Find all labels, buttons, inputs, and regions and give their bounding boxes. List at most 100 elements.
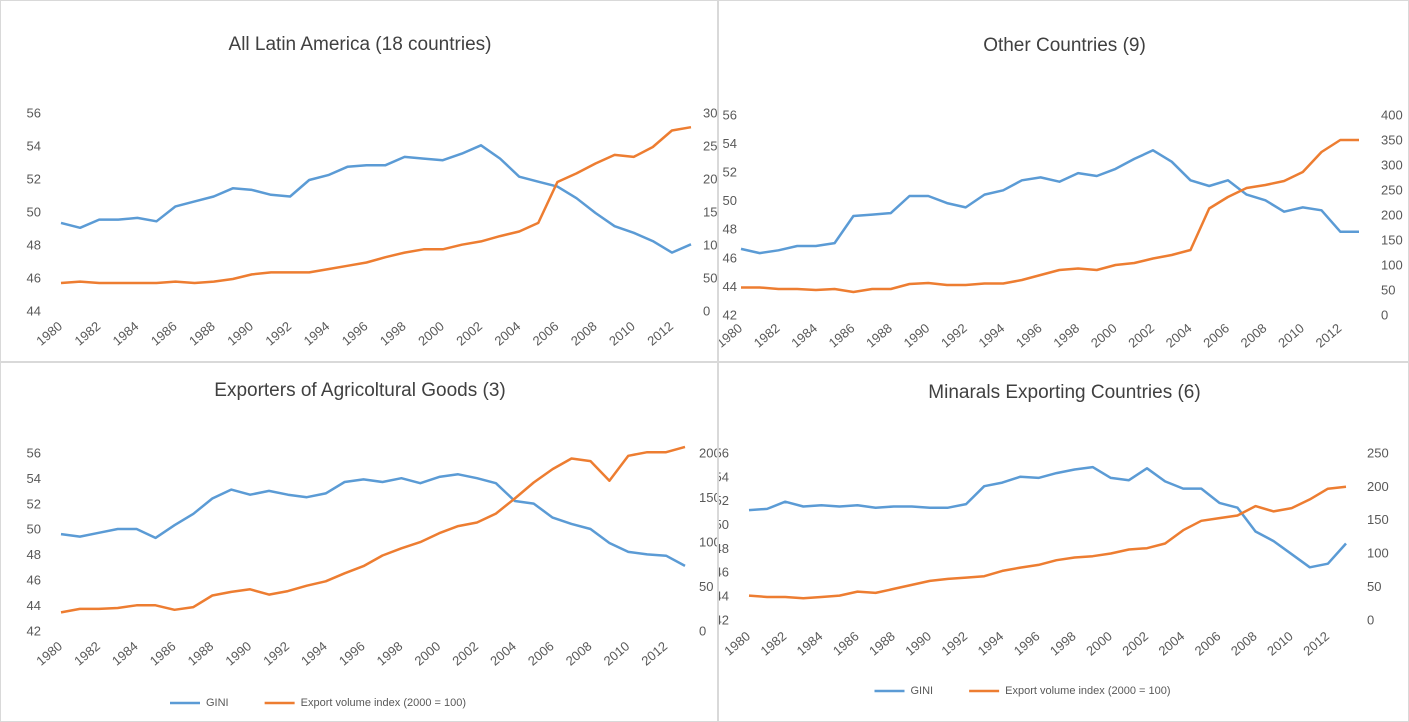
chart-title: All Latin America (18 countries) (229, 34, 492, 55)
x-tick-label: 2010 (1264, 628, 1296, 658)
x-tick-label: 1996 (1013, 320, 1045, 350)
x-tick-label: 2008 (563, 638, 595, 668)
x-tick-label: 1994 (975, 628, 1007, 658)
x-tick-label: 2004 (1156, 628, 1188, 658)
x-tick-label: 2012 (644, 318, 676, 348)
x-tick-label: 2010 (606, 318, 638, 348)
y-tick-label: 54 (723, 136, 737, 151)
chart: Exporters of Agricoltural Goods (3) 42 44 4… (27, 380, 718, 709)
y-tick-label: 46 (27, 573, 41, 588)
y2-tick-label: 200 (703, 171, 718, 186)
y-tick-label: 46 (719, 565, 729, 580)
x-tick-label: 2002 (449, 638, 481, 668)
x-tick-label: 1986 (826, 320, 858, 350)
y2-tick-label: 300 (1381, 157, 1403, 172)
x-tick-label: 2000 (415, 318, 447, 348)
x-tick-label: 1994 (298, 638, 330, 668)
legend-text: Export volume index (2000 = 100) (1005, 685, 1170, 697)
y-tick-label: 52 (27, 171, 41, 186)
x-tick-label: 1982 (758, 628, 790, 658)
y-tick-label: 50 (27, 204, 41, 219)
y2-tick-label: 0 (703, 303, 710, 318)
x-tick-label: 1988 (863, 320, 895, 350)
y2-tick-label: 50 (703, 270, 717, 285)
x-tick-label: 2012 (1313, 320, 1345, 350)
x-tick-label: 2008 (568, 318, 600, 348)
y-tick-label: 44 (723, 279, 737, 294)
y-tick-label: 54 (27, 471, 41, 486)
x-tick-label: 1982 (71, 638, 103, 668)
x-tick-label: 2012 (638, 638, 670, 668)
y2-tick-label: 250 (1381, 182, 1403, 197)
y-tick-label: 54 (27, 138, 41, 153)
y-tick-label: 44 (27, 303, 41, 318)
y2-tick-label: 0 (1367, 612, 1374, 627)
y-tick-label: 46 (27, 270, 41, 285)
x-tick-label: 2004 (1163, 320, 1195, 350)
series-line (60, 125, 692, 285)
x-tick-label: 1996 (339, 318, 371, 348)
y-tick-label: 56 (27, 105, 41, 120)
x-tick-label: 2010 (1275, 320, 1307, 350)
x-tick-label: 1992 (938, 320, 970, 350)
chart: Minarals Exporting Countries (6) 42 44 46 48… (719, 382, 1389, 697)
x-tick-label: 2000 (1088, 320, 1120, 350)
y2-tick-label: 400 (1381, 107, 1403, 122)
y2-tick-label: 250 (703, 138, 718, 153)
y2-tick-label: 100 (703, 237, 718, 252)
x-tick-label: 2004 (487, 638, 519, 668)
y-tick-label: 48 (723, 222, 737, 237)
x-tick-label: 1998 (1050, 320, 1082, 350)
x-tick-label: 1980 (719, 320, 745, 350)
y2-tick-label: 100 (1367, 546, 1389, 561)
chart-panel: Minarals Exporting Countries (6) 42 44 46 48… (718, 362, 1409, 722)
x-tick-label: 1996 (1011, 628, 1043, 658)
chart-panel: All Latin America (18 countries) 44 46 48 50… (0, 0, 718, 362)
x-tick-label: 1992 (260, 638, 292, 668)
y-tick-label: 46 (723, 250, 737, 265)
x-tick-label: 1998 (377, 318, 409, 348)
y2-tick-label: 150 (1381, 232, 1403, 247)
y-tick-label: 48 (719, 541, 729, 556)
x-tick-label: 2000 (1083, 628, 1115, 658)
x-tick-label: 1992 (262, 318, 294, 348)
y-tick-label: 50 (27, 522, 41, 537)
x-tick-label: 2008 (1228, 628, 1260, 658)
y2-tick-label: 50 (1367, 579, 1381, 594)
x-tick-label: 2006 (525, 638, 557, 668)
y-tick-label: 54 (719, 469, 729, 484)
x-tick-label: 1980 (33, 318, 65, 348)
x-tick-label: 1980 (721, 628, 753, 658)
x-tick-label: 1988 (185, 638, 217, 668)
series-line (748, 485, 1347, 600)
y2-tick-label: 150 (1367, 512, 1389, 527)
y2-tick-label: 50 (1381, 282, 1395, 297)
x-tick-label: 1994 (301, 318, 333, 348)
x-tick-label: 2006 (530, 318, 562, 348)
y-tick-label: 56 (27, 445, 41, 460)
x-tick-label: 2006 (1192, 628, 1224, 658)
y2-tick-label: 100 (699, 534, 718, 549)
y2-tick-label: 200 (699, 445, 718, 460)
y2-tick-label: 200 (1381, 207, 1403, 222)
y-tick-label: 44 (27, 598, 41, 613)
chart: All Latin America (18 countries) 44 46 48 50… (27, 34, 718, 349)
y-tick-label: 42 (27, 623, 41, 638)
y2-tick-label: 150 (703, 204, 718, 219)
y2-tick-label: 0 (699, 623, 706, 638)
y-tick-label: 52 (723, 165, 737, 180)
series-line (60, 445, 686, 614)
x-tick-label: 1998 (374, 638, 406, 668)
y2-tick-label: 300 (703, 105, 718, 120)
chart: Other Countries (9) 42 44 46 48 50 52 54 56 0 50 10… (719, 35, 1403, 351)
chart-panel: Exporters of Agricoltural Goods (3) 42 44 4… (0, 362, 718, 722)
y-tick-label: 52 (719, 493, 729, 508)
chart-panel: Other Countries (9) 42 44 46 48 50 52 54 56 0 50 10… (718, 0, 1409, 362)
x-tick-label: 1990 (901, 320, 933, 350)
y-tick-label: 48 (27, 547, 41, 562)
x-tick-label: 1994 (976, 320, 1008, 350)
y2-tick-label: 250 (1367, 445, 1389, 460)
y2-tick-label: 50 (699, 579, 713, 594)
x-tick-label: 2004 (492, 318, 524, 348)
x-tick-label: 2002 (453, 318, 485, 348)
